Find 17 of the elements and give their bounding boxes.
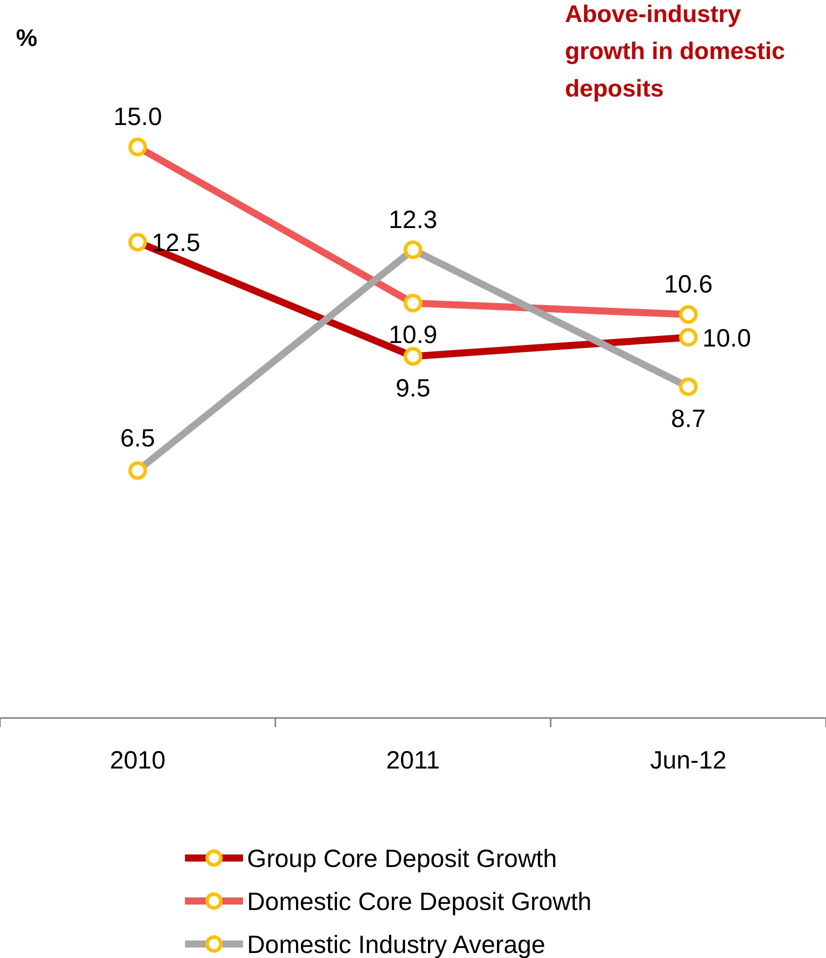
chart-title: Above-industry growth in domestic deposits <box>565 1 786 102</box>
legend-label: Domestic Industry Average <box>247 931 546 958</box>
x-tick-label: Jun-12 <box>650 746 727 774</box>
data-label: 8.7 <box>670 404 706 433</box>
data-label: 12.3 <box>388 206 438 234</box>
data-label: 10.0 <box>702 324 752 352</box>
x-tick-label: 2011 <box>386 746 440 774</box>
y-axis-title: % <box>16 25 38 52</box>
data-label: 15.0 <box>113 103 162 131</box>
legend-label: Domestic Core Deposit Growth <box>247 888 592 916</box>
data-label: 9.5 <box>396 374 430 402</box>
data-label: 6.5 <box>120 424 156 453</box>
data-label: 12.5 <box>152 229 200 258</box>
data-label: 10.9 <box>388 321 438 350</box>
x-tick-label: 2010 <box>110 746 166 774</box>
legend-label: Group Core Deposit Growth <box>247 845 557 873</box>
data-label: 10.6 <box>664 270 713 298</box>
